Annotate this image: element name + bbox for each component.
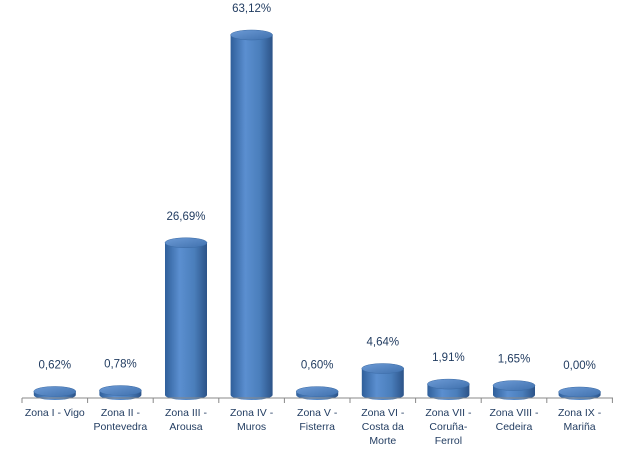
category-label: Zona IV - xyxy=(230,407,274,419)
bar-body xyxy=(230,35,273,400)
labels-group: 0,62% Zona I - Vigo 0,78% Zona II - Ponteved… xyxy=(25,3,602,447)
data-label: 1,65% xyxy=(498,354,531,366)
bar-cap xyxy=(99,385,142,396)
bar xyxy=(361,363,405,400)
bar-body xyxy=(361,368,404,400)
bar xyxy=(427,378,470,400)
category-label: Pontevedra xyxy=(94,421,148,433)
bars-group xyxy=(33,29,601,400)
bar xyxy=(164,237,208,400)
category-label: Zona III - xyxy=(165,407,208,419)
category-label: Ferrol xyxy=(435,435,462,447)
data-label: 0,78% xyxy=(104,359,137,371)
category-label: Zona VI - xyxy=(361,407,405,419)
bar-body xyxy=(165,242,207,400)
bar-cap xyxy=(427,378,470,390)
bar-cap xyxy=(295,386,339,397)
bar-cap xyxy=(558,386,601,398)
bar-cap xyxy=(230,29,273,41)
data-label: 1,91% xyxy=(432,352,465,364)
category-label: Morte xyxy=(369,435,396,447)
category-label: Coruña- xyxy=(429,421,467,433)
category-label: Muros xyxy=(237,421,266,433)
bar-cap xyxy=(164,237,208,249)
bar-cap xyxy=(492,380,536,391)
data-label: 26,69% xyxy=(166,211,205,223)
bar xyxy=(295,386,339,400)
bar xyxy=(230,29,273,400)
category-label: Cedeira xyxy=(496,421,533,433)
bar xyxy=(492,380,536,400)
bar-cap xyxy=(361,363,405,374)
data-label: 0,62% xyxy=(38,359,71,371)
category-label: Zona I - Vigo xyxy=(25,407,85,419)
category-label: Costa da xyxy=(362,421,404,433)
category-label: Zona II - xyxy=(101,407,141,419)
category-label: Zona IX - xyxy=(558,407,602,419)
category-label: Zona V - xyxy=(297,407,338,419)
data-label: 0,60% xyxy=(301,360,334,372)
data-label: 63,12% xyxy=(232,3,271,15)
category-label: Mariña xyxy=(564,421,596,433)
category-label: Zona VIII - xyxy=(489,407,539,419)
bar-cap xyxy=(33,386,77,397)
data-label: 0,00% xyxy=(563,360,596,372)
category-label: Arousa xyxy=(169,421,202,433)
data-label: 4,64% xyxy=(366,337,399,349)
category-label: Zona VII - xyxy=(425,407,472,419)
x-ticks xyxy=(21,398,613,403)
category-label: Fisterra xyxy=(299,421,335,433)
